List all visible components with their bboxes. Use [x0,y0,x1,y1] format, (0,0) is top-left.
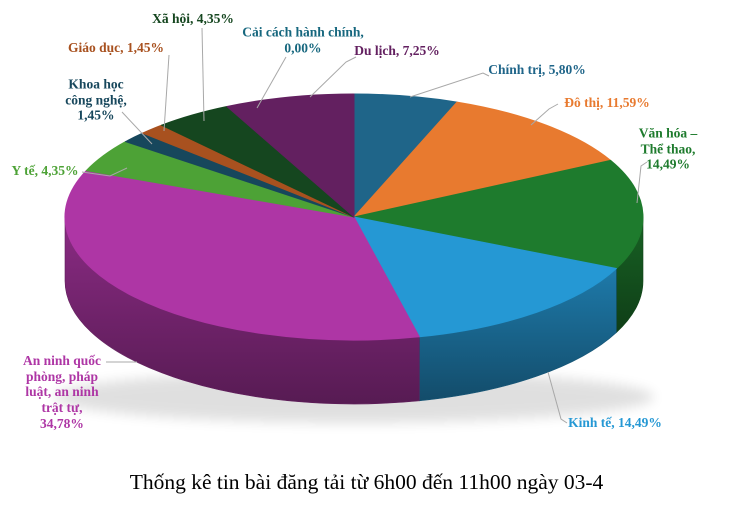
leader-line-xa-hoi [201,27,205,122]
pie-slice-kinh-te [353,216,617,338]
leader-line-khcn [121,111,153,145]
leader-line-chinh-tri [409,72,490,98]
leader-line-y-te [81,167,128,177]
pie-slice-an-ninh [64,170,420,341]
leader-line-do-thi [530,103,559,126]
pie-slice-do-thi [353,101,612,218]
leader-line-giao-duc [163,54,170,132]
leader-line-cai-cach [256,56,287,109]
leader-line-van-hoa [636,161,648,204]
chart-title: Thống kê tin bài đăng tải từ 6h00 đến 11… [129,470,604,494]
pie-slice-du-lich [226,93,355,218]
leader-line-du-lich [309,56,357,98]
pie-slice-van-hoa [353,159,644,269]
leader-line-kinh-te [547,371,568,424]
pie-3d [54,27,654,424]
